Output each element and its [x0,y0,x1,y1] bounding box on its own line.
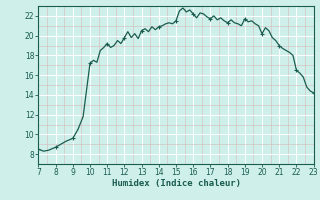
X-axis label: Humidex (Indice chaleur): Humidex (Indice chaleur) [111,179,241,188]
